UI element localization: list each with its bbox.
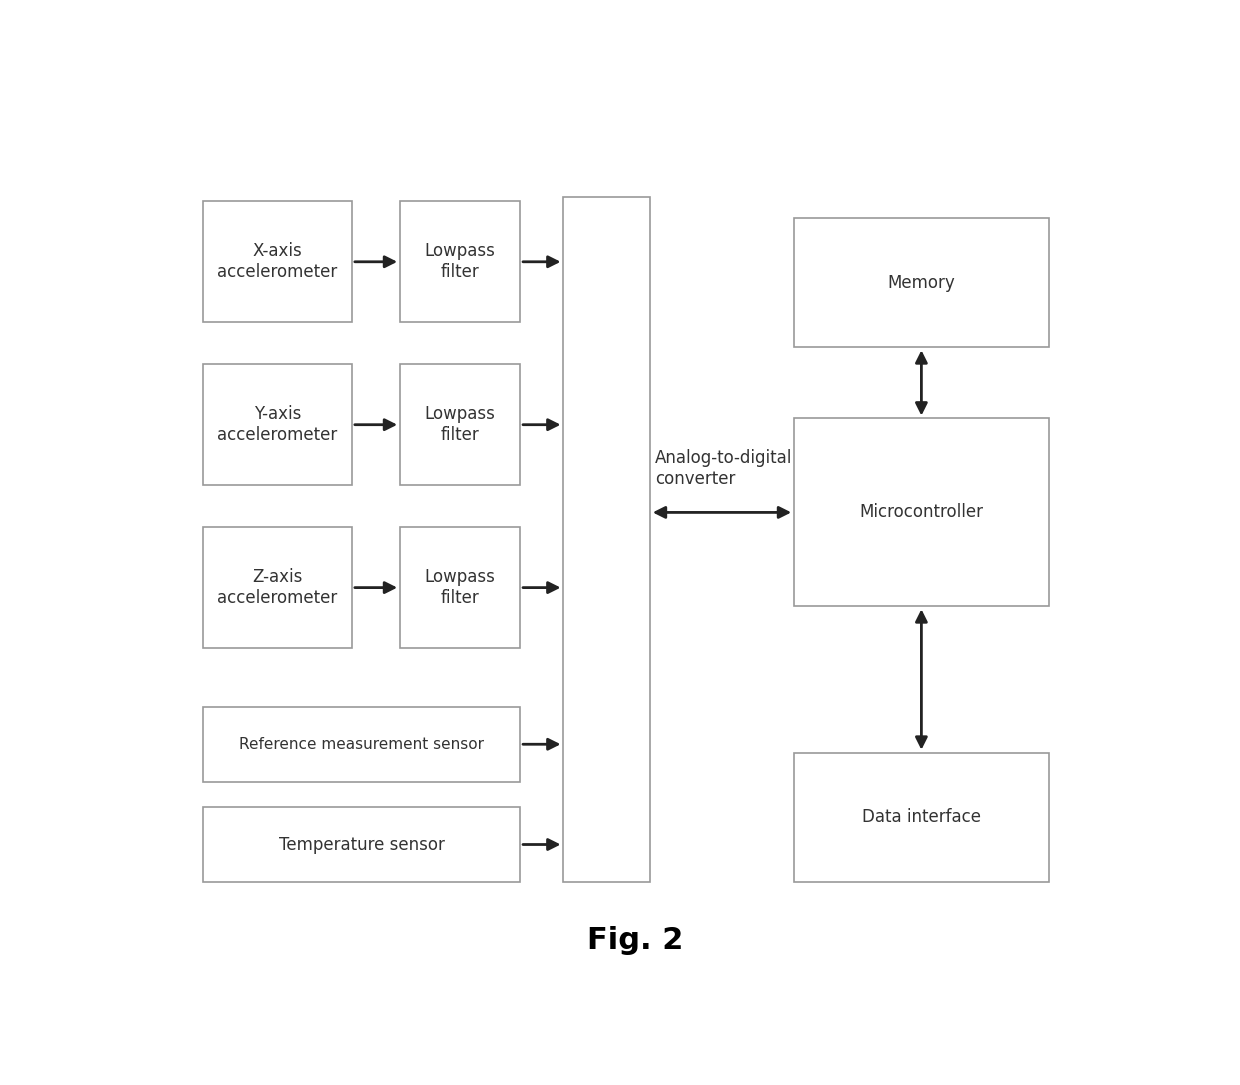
FancyBboxPatch shape: [203, 201, 352, 322]
FancyBboxPatch shape: [203, 365, 352, 485]
Text: Lowpass
filter: Lowpass filter: [424, 242, 496, 281]
Text: Y-axis
accelerometer: Y-axis accelerometer: [217, 406, 337, 444]
Text: Lowpass
filter: Lowpass filter: [424, 569, 496, 607]
FancyBboxPatch shape: [794, 218, 1049, 347]
Text: Microcontroller: Microcontroller: [859, 503, 983, 522]
FancyBboxPatch shape: [563, 197, 650, 882]
FancyBboxPatch shape: [203, 807, 521, 882]
FancyBboxPatch shape: [401, 201, 521, 322]
Text: Fig. 2: Fig. 2: [588, 927, 683, 955]
FancyBboxPatch shape: [794, 753, 1049, 882]
FancyBboxPatch shape: [203, 706, 521, 782]
Text: Z-axis
accelerometer: Z-axis accelerometer: [217, 569, 337, 607]
Text: Lowpass
filter: Lowpass filter: [424, 406, 496, 444]
Text: Temperature sensor: Temperature sensor: [279, 835, 445, 854]
FancyBboxPatch shape: [401, 527, 521, 648]
FancyBboxPatch shape: [203, 527, 352, 648]
Text: Data interface: Data interface: [862, 808, 981, 827]
FancyBboxPatch shape: [401, 365, 521, 485]
Text: Analog-to-digital
converter: Analog-to-digital converter: [655, 449, 792, 488]
Text: Memory: Memory: [888, 273, 955, 292]
FancyBboxPatch shape: [794, 419, 1049, 607]
Text: Reference measurement sensor: Reference measurement sensor: [239, 737, 484, 752]
Text: X-axis
accelerometer: X-axis accelerometer: [217, 242, 337, 281]
